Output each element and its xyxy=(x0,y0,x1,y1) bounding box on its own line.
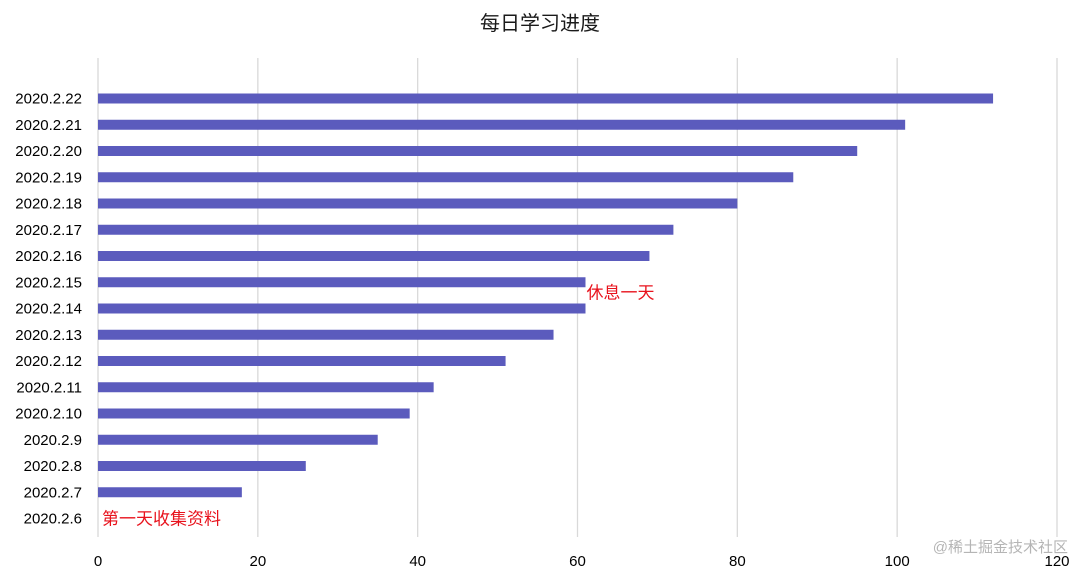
bar-2020.2.9 xyxy=(98,434,378,445)
category-label: 2020.2.11 xyxy=(16,379,82,396)
annotation-0: 休息一天 xyxy=(586,283,654,302)
bar-2020.2.17 xyxy=(98,224,674,235)
x-tick-label: 80 xyxy=(729,553,746,570)
bars xyxy=(98,93,994,498)
bar-2020.2.15 xyxy=(98,277,586,288)
category-label: 2020.2.17 xyxy=(15,222,82,239)
chart-title: 每日学习进度 xyxy=(480,12,600,35)
bar-2020.2.8 xyxy=(98,461,306,471)
category-label: 2020.2.22 xyxy=(15,91,82,108)
x-tick-label: 100 xyxy=(885,553,910,570)
category-label: 2020.2.15 xyxy=(15,274,82,291)
category-label: 2020.2.16 xyxy=(15,248,82,265)
category-label: 2020.2.20 xyxy=(15,143,82,160)
category-label: 2020.2.14 xyxy=(15,301,82,318)
x-tick-label: 40 xyxy=(409,553,426,570)
bar-2020.2.18 xyxy=(98,198,738,209)
watermark: @稀土掘金技术社区 xyxy=(933,539,1068,556)
bar-2020.2.19 xyxy=(98,172,794,183)
bar-2020.2.13 xyxy=(98,329,554,340)
bar-2020.2.12 xyxy=(98,356,506,366)
category-label: 2020.2.9 xyxy=(24,432,82,449)
annotation-1: 第一天收集资料 xyxy=(102,510,221,529)
bar-2020.2.22 xyxy=(98,93,994,104)
category-label: 2020.2.10 xyxy=(15,406,82,423)
x-tick-label: 0 xyxy=(94,553,102,570)
category-label: 2020.2.18 xyxy=(15,196,82,213)
bar-2020.2.16 xyxy=(98,251,650,261)
bar-2020.2.11 xyxy=(98,382,434,393)
gridlines xyxy=(97,58,1058,537)
bar-2020.2.20 xyxy=(98,146,858,156)
category-label: 2020.2.7 xyxy=(24,484,82,501)
bar-2020.2.10 xyxy=(98,408,410,419)
category-label: 2020.2.21 xyxy=(15,117,82,134)
bar-2020.2.7 xyxy=(98,487,242,498)
category-label: 2020.2.12 xyxy=(15,353,82,370)
bar-2020.2.21 xyxy=(98,119,906,130)
category-labels: 2020.2.22 2020.2.21 2020.2.20 2020.2.19 2020… xyxy=(15,91,82,528)
x-tick-label: 120 xyxy=(1044,553,1069,570)
x-tick-label: 60 xyxy=(569,553,586,570)
category-label: 2020.2.8 xyxy=(24,458,82,475)
category-label: 2020.2.6 xyxy=(24,511,82,528)
x-tick-labels: 0 20 40 60 80 100 120 xyxy=(94,553,1070,570)
category-label: 2020.2.13 xyxy=(15,327,82,344)
category-label: 2020.2.19 xyxy=(15,169,82,186)
x-tick-label: 20 xyxy=(249,553,266,570)
bar-2020.2.14 xyxy=(98,303,586,314)
